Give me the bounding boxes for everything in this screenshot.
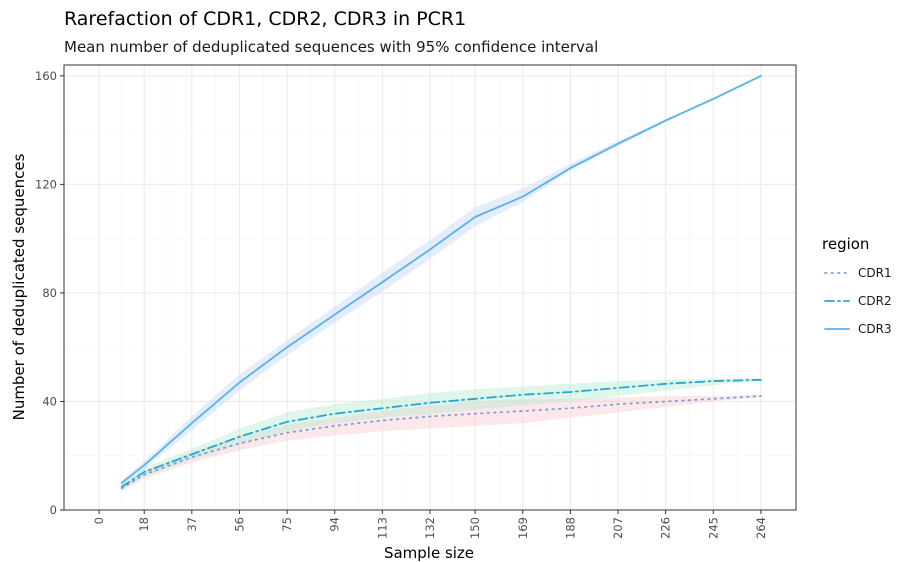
- x-tick-label: 94: [328, 517, 342, 532]
- y-axis-ticks: 0 40 80 120 160: [35, 69, 64, 517]
- x-tick-label: 207: [611, 517, 625, 539]
- series-lines: [120, 75, 762, 490]
- legend-label-cdr3: CDR3: [858, 322, 892, 336]
- legend-label-cdr2: CDR2: [858, 294, 892, 308]
- y-tick-label: 0: [50, 503, 57, 517]
- x-tick-label: 188: [563, 517, 577, 539]
- x-tick-label: 75: [280, 517, 294, 532]
- x-tick-label: 132: [423, 517, 437, 539]
- ribbon-cdr1: [121, 394, 761, 491]
- line-cdr2: [120, 378, 762, 488]
- x-tick-label: 18: [137, 517, 151, 532]
- y-axis-title: Number of deduplicated sequences: [10, 153, 28, 420]
- x-tick-label: 245: [706, 517, 720, 539]
- y-tick-label: 40: [42, 394, 57, 408]
- y-tick-label: 80: [42, 286, 57, 300]
- x-axis-ticks: 0 18 37 56 75 94 113 132 150 169 188 207 226 245 264: [92, 510, 768, 539]
- chart-subtitle: Mean number of deduplicated sequences wi…: [64, 38, 599, 56]
- chart-title: Rarefaction of CDR1, CDR2, CDR3 in PCR1: [64, 8, 467, 30]
- legend: region CDR1 CDR2 CDR3: [822, 235, 892, 336]
- x-tick-label: 226: [659, 517, 673, 539]
- legend-title: region: [822, 235, 869, 253]
- legend-label-cdr1: CDR1: [858, 266, 892, 280]
- x-tick-label: 169: [516, 517, 530, 539]
- line-cdr1: [120, 395, 762, 490]
- x-tick-label: 113: [375, 517, 389, 539]
- grid-lines: [64, 65, 796, 511]
- x-tick-label: 264: [754, 517, 768, 539]
- x-tick-label: 56: [232, 517, 246, 532]
- x-tick-label: 0: [92, 517, 106, 524]
- y-tick-label: 120: [35, 177, 57, 191]
- x-axis-title: Sample size: [384, 544, 474, 562]
- x-tick-label: 37: [185, 517, 199, 532]
- x-tick-label: 150: [468, 517, 482, 539]
- y-tick-label: 160: [35, 69, 57, 83]
- line-cdr3: [120, 75, 762, 484]
